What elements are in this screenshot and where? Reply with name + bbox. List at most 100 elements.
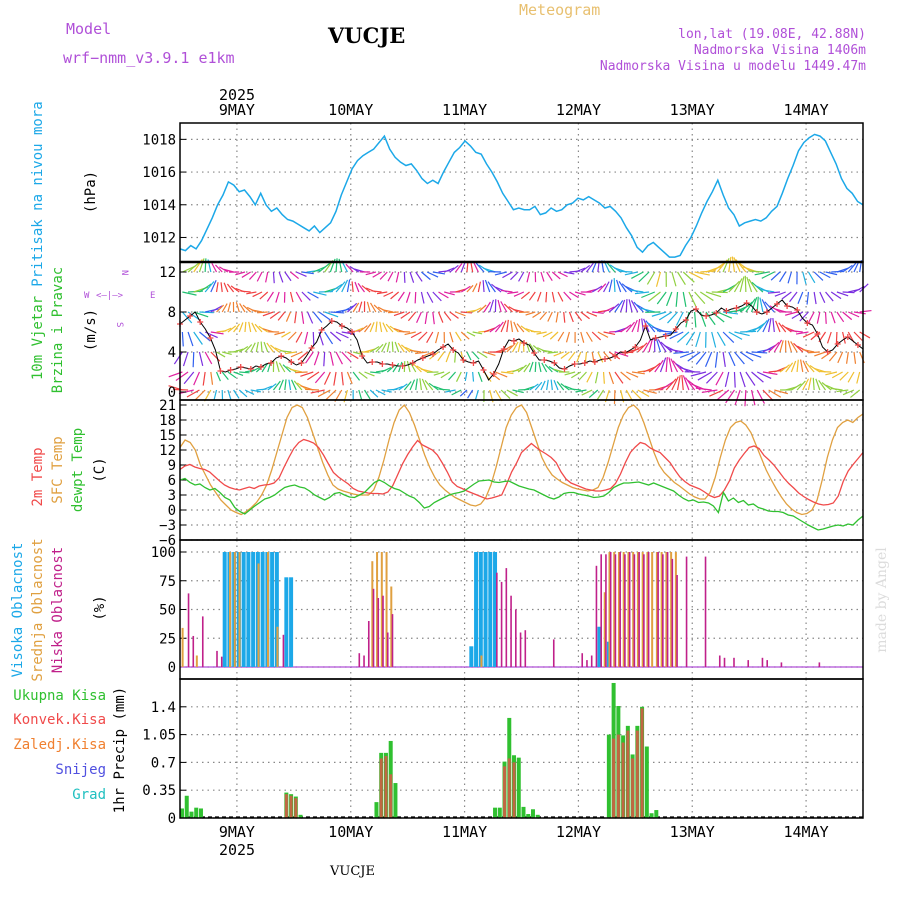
wind-barb — [831, 312, 835, 323]
cloud-bar — [596, 566, 598, 667]
wind-barb — [239, 346, 248, 352]
wind-barb — [455, 352, 456, 363]
cloud-bar — [192, 636, 194, 667]
wind-barb — [422, 379, 427, 390]
wind-barb — [666, 357, 667, 372]
cloud-bar — [651, 552, 653, 667]
compass-west: W — [84, 291, 90, 301]
cloud-bar — [553, 639, 555, 667]
wind-barb — [221, 282, 222, 292]
cloud-bar — [242, 552, 246, 667]
ytick-label: 6 — [168, 473, 176, 489]
wind-barb — [734, 332, 749, 336]
cloud-bar — [762, 658, 764, 667]
wind-barb — [848, 372, 854, 382]
wind-barb — [388, 312, 399, 313]
wind-barb — [404, 272, 405, 283]
wind-barb — [501, 290, 512, 292]
wind-speed-marker — [703, 313, 709, 319]
wind-barb — [425, 312, 427, 324]
wind-barb — [249, 322, 251, 332]
wind-barb — [438, 352, 444, 361]
wind-barb — [279, 363, 284, 372]
cloud-bar — [188, 593, 190, 667]
wind-speed-marker — [481, 367, 487, 373]
ytick-label: 75 — [159, 574, 176, 590]
panel-frame — [180, 123, 863, 262]
cloud-bar — [283, 635, 285, 667]
low-cloud-label: Niska Oblacnost — [50, 547, 66, 673]
wind-barb — [814, 292, 816, 304]
wind-barb — [325, 332, 333, 344]
precip-unit: 1hr Precip (mm) — [112, 687, 128, 813]
wind-barb — [211, 372, 213, 385]
wind-barb — [678, 272, 686, 285]
wind-barb — [184, 352, 189, 366]
ytick-label: 9 — [168, 458, 176, 474]
wind-barb — [820, 292, 825, 303]
precip-bar — [199, 808, 203, 818]
legend-hail: Grad — [72, 787, 106, 803]
cloud-bar — [182, 628, 184, 667]
wind-barb — [456, 263, 462, 272]
ytick-label: 1016 — [142, 165, 176, 181]
ytick-label: 12 — [159, 265, 176, 281]
precip-bar — [380, 758, 383, 818]
wind-barb — [376, 322, 377, 332]
precip-legend: Ukupna Kisa Konvek.Kisa Zaledj.Kisa Snij… — [13, 688, 106, 803]
watermark: made by Angel — [874, 547, 890, 653]
cloud-bar — [239, 552, 241, 667]
wind-barb — [723, 352, 725, 367]
wind-barb — [473, 352, 479, 359]
wind-barb — [461, 262, 465, 272]
wind-barb — [234, 390, 239, 398]
wind-barb — [295, 312, 296, 323]
wind-barb — [604, 282, 610, 292]
station-title: VUCJE — [327, 23, 405, 48]
wind-barb — [387, 342, 389, 352]
wind-barb — [478, 372, 482, 382]
wind-barb — [199, 284, 211, 292]
coords-label: lon,lat (19.08E, 42.88N) — [678, 27, 866, 42]
precip-bar — [622, 743, 625, 818]
wind-barb — [614, 278, 615, 292]
wind-barb — [239, 372, 249, 373]
wind-barb — [569, 352, 576, 361]
ytick-label: 0.7 — [151, 755, 176, 771]
wind-speed-marker — [278, 353, 284, 359]
wind-barb — [729, 352, 735, 366]
cloud-bar — [276, 627, 278, 667]
precip-bar — [384, 756, 387, 818]
wind-barb — [725, 372, 728, 387]
cloud-bar — [819, 662, 821, 667]
wind-speed-marker — [592, 359, 598, 365]
bottom-date-label: 13MAY — [670, 823, 715, 841]
cloud-bar — [363, 656, 365, 668]
wind-barb — [745, 276, 746, 292]
cloud-bar — [289, 577, 293, 667]
wind-barb — [808, 312, 814, 323]
wind-barb — [222, 372, 228, 380]
cloud-bar — [267, 552, 269, 667]
wind-barb — [353, 372, 359, 380]
wind-barb — [847, 352, 849, 364]
cloud-bar — [501, 582, 503, 667]
wind-barb — [763, 319, 769, 332]
wind-speed-marker — [582, 360, 588, 366]
wind-barb — [831, 388, 843, 390]
precip-bar — [612, 739, 615, 818]
wind-barb — [564, 292, 571, 300]
wind-ylabel-sub: Brzina i Pravac — [50, 267, 66, 393]
wind-barb — [358, 283, 364, 292]
top-date-label: 14MAY — [784, 101, 829, 119]
wind-barb — [615, 372, 623, 383]
wind-barb — [485, 280, 489, 292]
wind-barb — [370, 303, 375, 312]
cloud-bar — [686, 557, 688, 667]
wind-barb — [439, 389, 450, 390]
wind-barb — [803, 379, 809, 390]
cloud-bar — [358, 653, 360, 667]
wind-barb — [567, 332, 570, 342]
wind-barb — [370, 372, 380, 373]
wind-barb — [308, 312, 313, 323]
